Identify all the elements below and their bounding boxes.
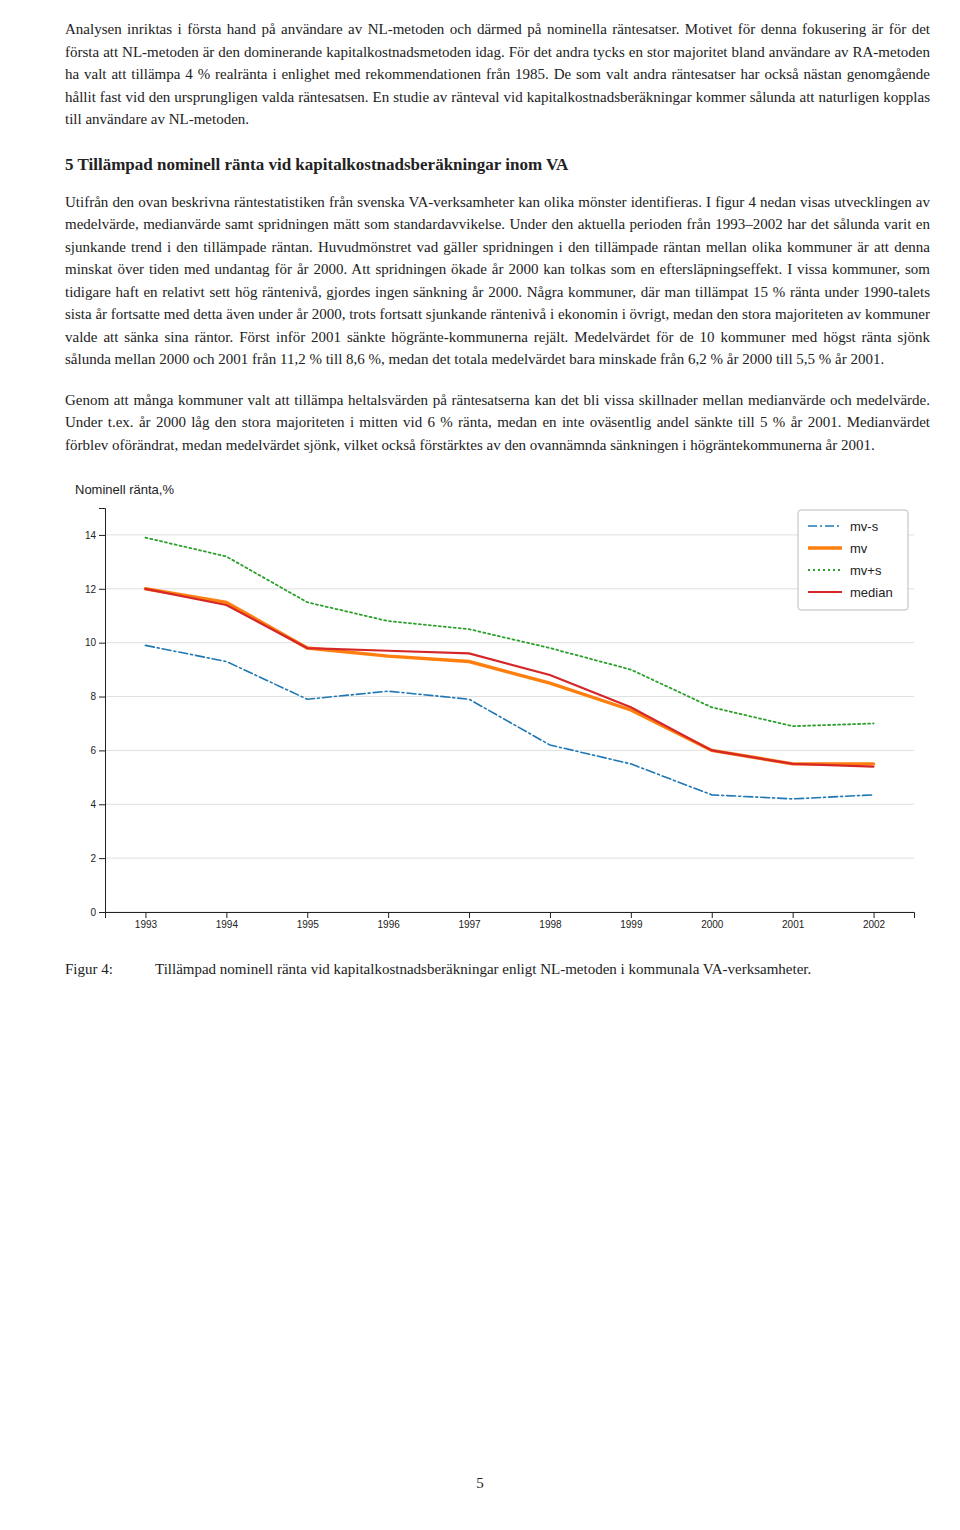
legend-swatch bbox=[808, 569, 842, 571]
x-tick-mark bbox=[388, 912, 389, 918]
grid-line bbox=[105, 534, 914, 535]
x-tick-label: 1994 bbox=[216, 919, 239, 930]
y-tick-mark bbox=[99, 697, 105, 698]
chart: 1993 1994 1995 1996 1997 1998 1999 2000 2001 2002… bbox=[65, 474, 930, 944]
chart-svg: 1993 1994 1995 1996 1997 1998 1999 2000 2001 2002… bbox=[65, 474, 930, 944]
y-tick-label: 2 bbox=[90, 853, 96, 864]
x-tick-label: 1996 bbox=[378, 919, 401, 930]
x-tick: 1998 bbox=[539, 912, 562, 930]
paragraph: Utifrån den ovan beskrivna räntestatisti… bbox=[65, 191, 930, 371]
y-tick-mark bbox=[99, 804, 105, 805]
legend-label: mv bbox=[850, 541, 868, 556]
legend-label: mv-s bbox=[850, 519, 879, 534]
y-tick: 0 bbox=[90, 907, 105, 918]
grid-line bbox=[105, 750, 914, 751]
y-axis: 0 2 4 6 8 10 12 14 bbox=[85, 509, 106, 918]
caption-text: Tillämpad nominell ränta vid kapitalkost… bbox=[155, 958, 930, 981]
grid bbox=[105, 535, 914, 912]
y-tick: 14 bbox=[85, 530, 105, 541]
y-tick: 4 bbox=[90, 799, 105, 810]
x-axis: 1993 1994 1995 1996 1997 1998 1999 2000 2001 2002 bbox=[106, 912, 915, 930]
x-tick-label: 1998 bbox=[539, 919, 562, 930]
plot: 1993 1994 1995 1996 1997 1998 1999 2000 2001 2002… bbox=[85, 509, 915, 931]
y-tick-label: 6 bbox=[90, 745, 96, 756]
x-axis-line bbox=[106, 913, 915, 919]
grid-line bbox=[105, 642, 914, 643]
y-tick: 2 bbox=[90, 853, 105, 864]
x-tick: 2000 bbox=[701, 912, 724, 930]
y-tick-label: 12 bbox=[85, 584, 97, 595]
x-tick-mark bbox=[307, 912, 308, 918]
legend-label: median bbox=[850, 585, 893, 600]
grid-line bbox=[105, 858, 914, 859]
y-tick-mark bbox=[99, 858, 105, 859]
legend-label: mv+s bbox=[850, 563, 882, 578]
y-tick: 6 bbox=[90, 745, 105, 756]
x-tick-label: 1999 bbox=[620, 919, 643, 930]
series-line bbox=[145, 589, 873, 767]
grid-line bbox=[105, 588, 914, 589]
y-axis-title: Nominell ränta,% bbox=[75, 482, 174, 497]
x-tick: 1999 bbox=[620, 912, 643, 930]
x-tick-mark bbox=[793, 912, 794, 918]
page: Analysen inriktas i första hand på använ… bbox=[65, 18, 930, 981]
y-tick-mark bbox=[99, 643, 105, 644]
legend-swatch bbox=[808, 591, 842, 593]
page-number: 5 bbox=[0, 1475, 960, 1492]
x-tick: 1994 bbox=[216, 912, 239, 930]
x-tick-mark bbox=[712, 912, 713, 918]
legend-item: mv-s bbox=[808, 519, 879, 534]
y-tick: 10 bbox=[85, 637, 105, 648]
legend-item: mv+s bbox=[808, 563, 882, 578]
y-tick: 12 bbox=[85, 584, 105, 595]
y-tick-mark bbox=[99, 535, 105, 536]
x-tick-label: 2000 bbox=[701, 919, 724, 930]
series-line bbox=[145, 645, 873, 799]
y-tick-label: 14 bbox=[85, 530, 97, 541]
x-tick-mark bbox=[550, 912, 551, 918]
caption: Figur 4:Tillämpad nominell ränta vid kap… bbox=[65, 958, 930, 981]
x-tick-mark bbox=[145, 912, 146, 918]
paragraph: Genom att många kommuner valt att tilläm… bbox=[65, 389, 930, 457]
y-tick-mark bbox=[99, 750, 105, 751]
x-tick-mark bbox=[226, 912, 227, 918]
x-tick: 1993 bbox=[135, 912, 158, 930]
paragraph: Analysen inriktas i första hand på använ… bbox=[65, 18, 930, 131]
x-tick: 2001 bbox=[782, 912, 805, 930]
x-tick-mark bbox=[874, 912, 875, 918]
y-tick-mark bbox=[99, 589, 105, 590]
grid-line bbox=[105, 804, 914, 805]
y-axis-line bbox=[99, 509, 106, 913]
grid-line bbox=[105, 696, 914, 697]
y-tick-label: 0 bbox=[90, 907, 96, 918]
series-line bbox=[145, 538, 873, 727]
legend-item: median bbox=[808, 585, 893, 600]
caption-label: Figur 4: bbox=[65, 958, 155, 981]
x-tick: 2002 bbox=[863, 912, 886, 930]
y-tick-label: 4 bbox=[90, 799, 96, 810]
x-tick-label: 2001 bbox=[782, 919, 805, 930]
legend-box bbox=[798, 510, 908, 610]
legend-item: mv bbox=[808, 541, 868, 556]
x-tick-mark bbox=[469, 912, 470, 918]
x-tick-label: 1993 bbox=[135, 919, 158, 930]
x-tick-label: 2002 bbox=[863, 919, 886, 930]
legend-swatch bbox=[808, 525, 842, 527]
y-tick: 8 bbox=[90, 691, 105, 702]
y-tick-mark bbox=[99, 912, 105, 913]
y-tick-label: 10 bbox=[85, 637, 97, 648]
x-tick-label: 1997 bbox=[458, 919, 481, 930]
x-tick: 1997 bbox=[458, 912, 481, 930]
heading: 5 Tillämpad nominell ränta vid kapitalko… bbox=[65, 155, 930, 175]
x-tick: 1995 bbox=[297, 912, 320, 930]
y-tick-label: 8 bbox=[90, 691, 96, 702]
legend: mv-s mv mv+s median bbox=[798, 510, 908, 610]
lines bbox=[145, 538, 873, 799]
legend-swatch bbox=[808, 546, 842, 549]
x-tick-mark bbox=[631, 912, 632, 918]
x-tick: 1996 bbox=[378, 912, 401, 930]
series-line bbox=[145, 589, 873, 764]
x-tick-label: 1995 bbox=[297, 919, 320, 930]
